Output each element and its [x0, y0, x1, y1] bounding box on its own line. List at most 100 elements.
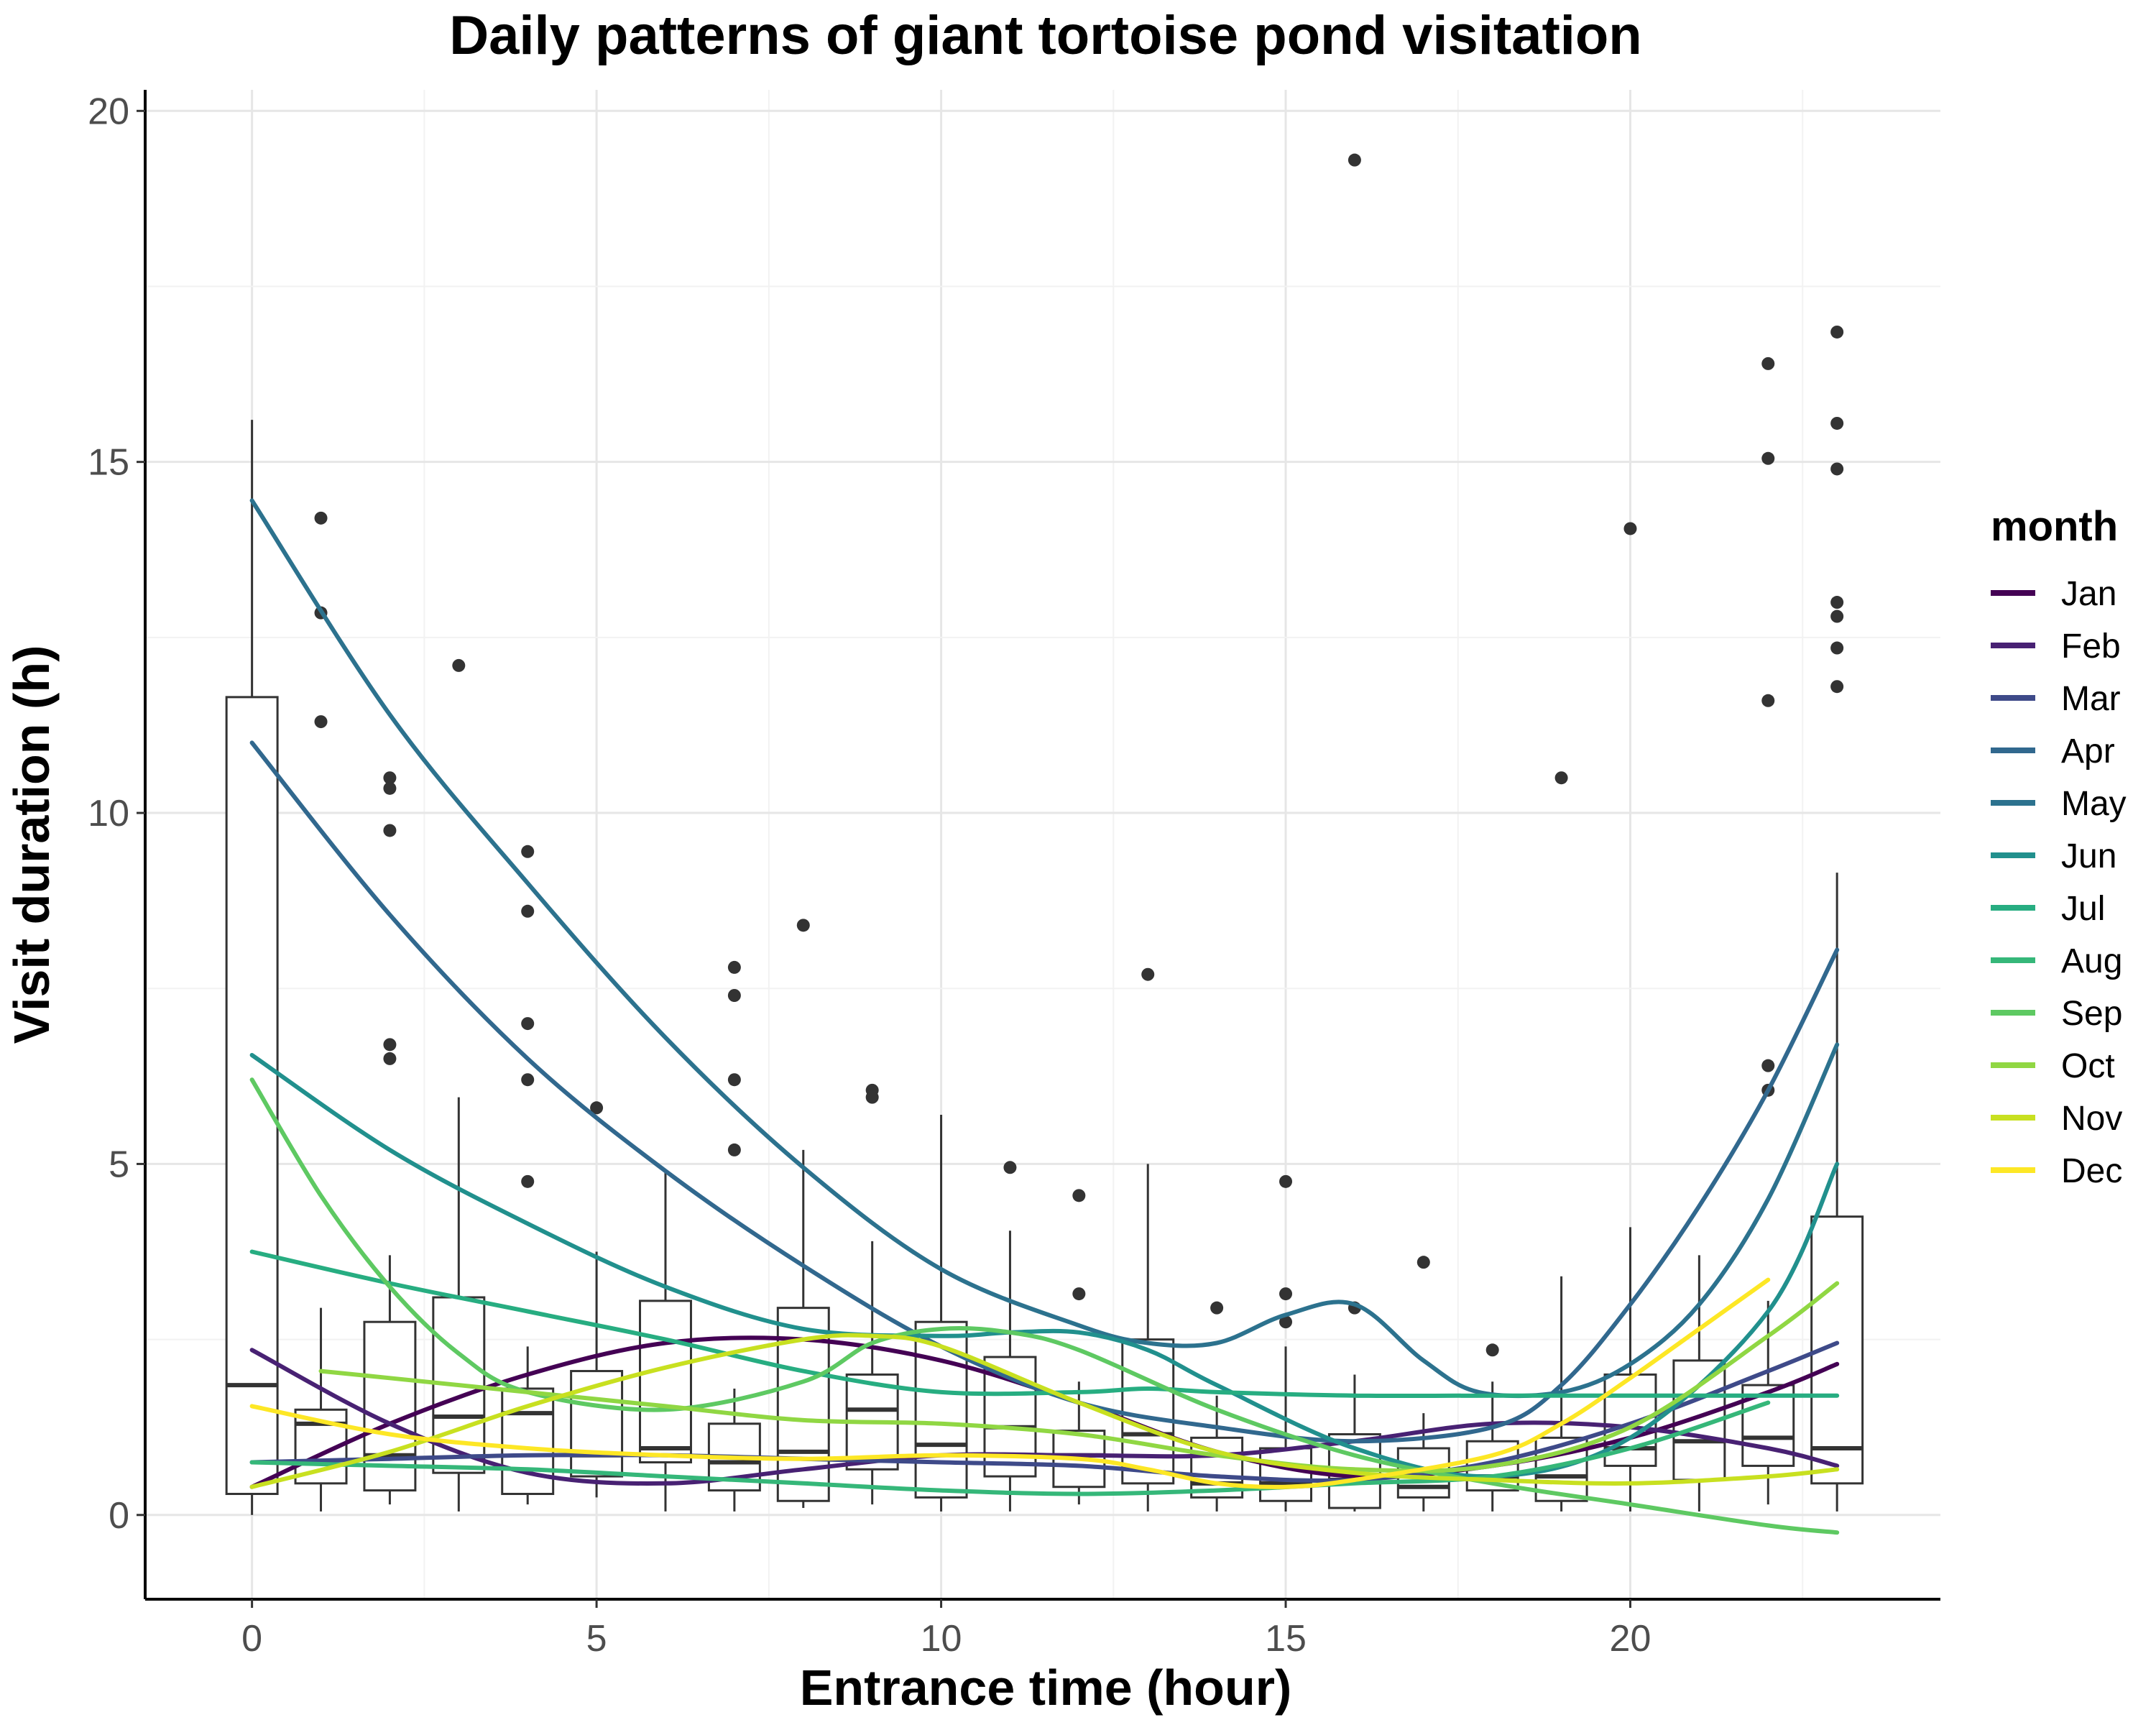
boxplot-hour-10 — [914, 1115, 968, 1512]
legend-label: Aug — [2061, 942, 2122, 980]
outlier-point — [1830, 610, 1844, 623]
outlier-point — [590, 1101, 604, 1115]
outlier-point — [1072, 1189, 1086, 1202]
box-iqr — [1810, 1215, 1864, 1485]
outlier-point — [1830, 641, 1844, 655]
smooth-line-jul — [249, 1249, 1840, 1399]
smooth-line-sep — [249, 1077, 1840, 1535]
box-iqr — [639, 1300, 692, 1464]
outlier-point — [1761, 694, 1775, 707]
outlier-point — [1830, 416, 1844, 430]
legend-label: Oct — [2061, 1047, 2115, 1085]
box-iqr — [363, 1320, 417, 1492]
legend-item-jun: Jun — [1991, 837, 2116, 875]
legend-item-jan: Jan — [1991, 575, 2116, 613]
legend-label: Nov — [2061, 1100, 2122, 1138]
x-tick-labels: 0 5 10 15 20 — [241, 1599, 1651, 1660]
legend-label: Dec — [2061, 1152, 2122, 1190]
smooth-line-may — [249, 498, 1840, 1399]
grid — [145, 90, 1940, 1599]
legend-label: Jul — [2061, 890, 2105, 928]
legend-item-jul: Jul — [1991, 890, 2105, 928]
outlier-point — [1830, 462, 1844, 476]
outlier-point — [383, 771, 397, 785]
y-tick-label: 10 — [88, 793, 129, 834]
outlier-point — [1554, 771, 1568, 785]
outlier-point — [1830, 596, 1844, 610]
outlier-point — [1830, 325, 1844, 339]
legend-item-mar: Mar — [1991, 680, 2121, 718]
outlier-point — [796, 919, 810, 932]
outlier-point — [383, 1038, 397, 1052]
axes — [144, 90, 1940, 1601]
legend-label: Sep — [2061, 995, 2122, 1033]
outlier-point — [521, 904, 535, 918]
outlier-point — [727, 960, 741, 974]
outlier-point — [452, 658, 466, 672]
legend-item-may: May — [1991, 785, 2127, 823]
outlier-point — [727, 1073, 741, 1087]
x-tick-label: 0 — [241, 1618, 262, 1660]
box-iqr — [225, 696, 279, 1495]
legend-label: Jan — [2061, 575, 2116, 613]
legend-label: Mar — [2061, 680, 2121, 718]
outlier-point — [521, 1017, 535, 1031]
smooth-line-jun — [249, 1053, 1840, 1479]
x-tick-label: 20 — [1610, 1618, 1651, 1660]
x-tick-label: 10 — [921, 1618, 962, 1660]
outlier-point — [1141, 967, 1155, 981]
legend-label: Jun — [2061, 837, 2116, 875]
legend: month Jan Feb Mar Apr May Jun Jul Aug Sep Oct Nov D… — [1991, 503, 2127, 1190]
smooth-line-aug — [249, 1400, 1771, 1496]
outlier-point — [1416, 1256, 1430, 1269]
smooth-line-mar — [249, 1340, 1840, 1484]
outlier-point — [521, 1073, 535, 1087]
outlier-point — [314, 511, 328, 525]
legend-item-dec: Dec — [1991, 1152, 2122, 1190]
legend-item-apr: Apr — [1991, 732, 2115, 770]
outlier-point — [1761, 1059, 1775, 1072]
outlier-points — [314, 153, 1844, 1357]
outlier-point — [1830, 680, 1844, 694]
y-tick-label: 20 — [88, 91, 129, 132]
outlier-point — [1348, 153, 1361, 167]
boxplot-hour-6 — [639, 1171, 692, 1512]
y-tick-label: 15 — [88, 442, 129, 484]
smooth-line-dec — [249, 1277, 1771, 1489]
legend-label: May — [2061, 785, 2127, 823]
outlier-point — [1485, 1343, 1499, 1357]
legend-label: Feb — [2061, 627, 2121, 666]
legend-item-oct: Oct — [1991, 1047, 2115, 1085]
y-tick-labels: 0 5 10 15 20 — [88, 91, 145, 1537]
legend-item-sep: Sep — [1991, 995, 2122, 1033]
outlier-point — [727, 989, 741, 1002]
outlier-point — [521, 845, 535, 858]
boxplot-hour-23 — [1810, 873, 1864, 1512]
outlier-point — [383, 824, 397, 837]
smooth-line-nov — [249, 1333, 1840, 1489]
outlier-point — [383, 781, 397, 795]
smooth-line-apr — [249, 740, 1840, 1444]
box-iqr — [1121, 1338, 1175, 1485]
outlier-point — [727, 1143, 741, 1156]
legend-label: Apr — [2061, 732, 2115, 770]
chart-title: Daily patterns of giant tortoise pond vi… — [449, 5, 1641, 66]
y-tick-label: 0 — [109, 1495, 129, 1537]
legend-item-feb: Feb — [1991, 627, 2121, 666]
box-iqr — [1259, 1447, 1313, 1502]
x-axis-title: Entrance time (hour) — [800, 1660, 1292, 1716]
outlier-point — [865, 1090, 879, 1104]
outlier-point — [521, 1174, 535, 1188]
outlier-point — [314, 715, 328, 729]
outlier-point — [1210, 1301, 1224, 1315]
y-tick-label: 5 — [109, 1144, 129, 1185]
outlier-point — [383, 1052, 397, 1065]
smooth-line-oct — [318, 1281, 1840, 1473]
outlier-point — [1279, 1174, 1293, 1188]
outlier-point — [1003, 1161, 1017, 1174]
outlier-point — [1279, 1287, 1293, 1301]
legend-item-aug: Aug — [1991, 942, 2122, 980]
outlier-point — [1279, 1315, 1293, 1329]
x-tick-label: 15 — [1265, 1618, 1307, 1660]
